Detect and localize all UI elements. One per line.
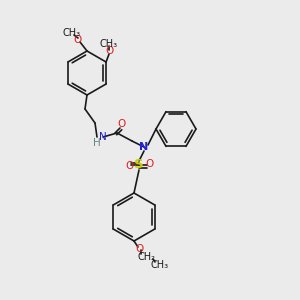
Text: CH₃: CH₃ <box>151 260 169 270</box>
Text: O: O <box>74 35 82 45</box>
Text: CH₃: CH₃ <box>63 28 81 38</box>
Text: O: O <box>145 159 153 169</box>
Text: N: N <box>99 132 107 142</box>
Text: O: O <box>118 119 126 129</box>
Text: O: O <box>125 161 133 171</box>
Text: H: H <box>93 138 101 148</box>
Text: N: N <box>140 142 148 152</box>
Text: O: O <box>135 244 143 254</box>
Text: S: S <box>134 158 144 172</box>
Text: O: O <box>105 46 113 56</box>
Text: CH₃: CH₃ <box>100 39 118 49</box>
Text: CH₂: CH₂ <box>137 252 155 262</box>
